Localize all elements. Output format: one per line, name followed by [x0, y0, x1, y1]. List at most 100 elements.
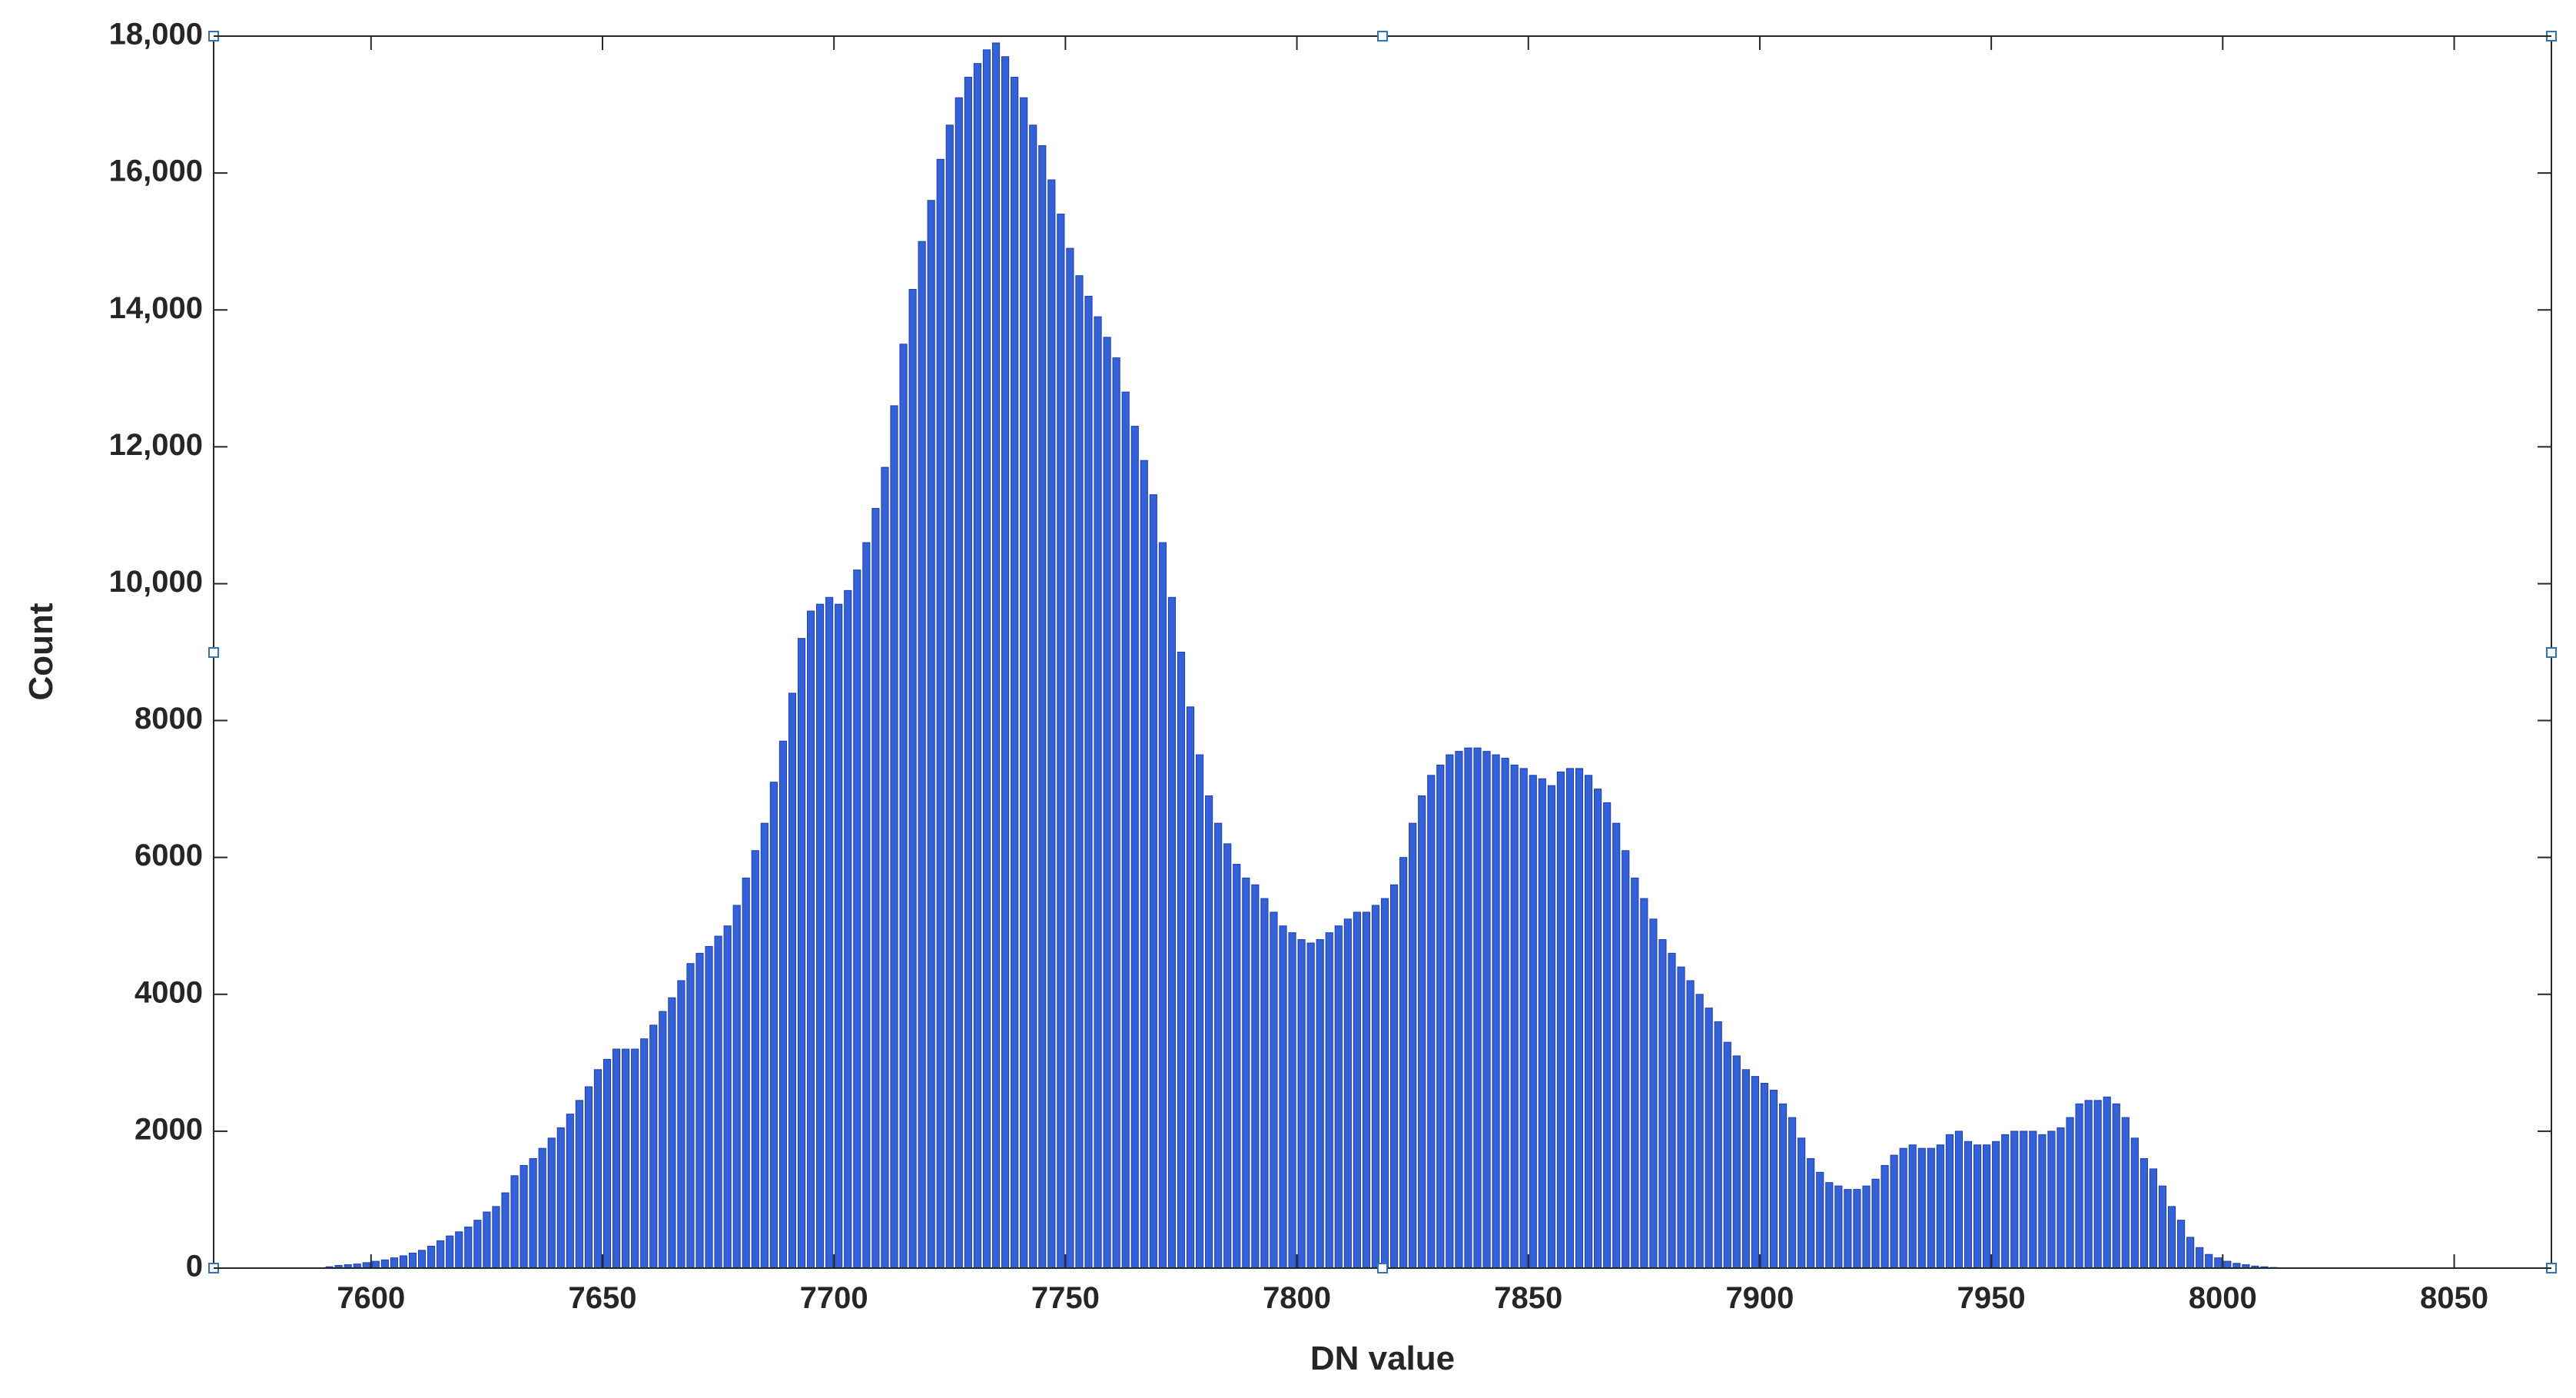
- bar: [1306, 942, 1315, 1269]
- bar: [408, 1252, 417, 1269]
- bar: [649, 1024, 658, 1269]
- bar: [1741, 1069, 1750, 1269]
- bar: [2075, 1103, 2083, 1269]
- bar: [1334, 925, 1343, 1269]
- bar: [2093, 1100, 2102, 1269]
- bar: [1723, 1041, 1731, 1269]
- bar: [417, 1250, 427, 1269]
- bar: [640, 1038, 649, 1269]
- selection-handle: [1377, 1263, 1388, 1273]
- bar: [714, 935, 722, 1269]
- bar: [853, 569, 861, 1269]
- bar: [1954, 1131, 1964, 1269]
- bar: [1195, 754, 1204, 1269]
- bar: [464, 1227, 473, 1269]
- bar: [982, 49, 991, 1269]
- bar: [380, 1259, 389, 1269]
- bar: [2139, 1158, 2148, 1269]
- x-axis-title: DN value: [1310, 1340, 1455, 1377]
- bar: [1927, 1147, 1935, 1269]
- y-tick-label: 0: [186, 1250, 203, 1283]
- bar: [1658, 939, 1667, 1269]
- bar: [1399, 857, 1408, 1269]
- bar: [2223, 1260, 2232, 1269]
- bar: [362, 1262, 370, 1269]
- bar: [835, 603, 843, 1269]
- bar: [510, 1175, 519, 1269]
- bar: [1983, 1144, 1991, 1269]
- bar: [918, 241, 926, 1269]
- plot-area: [325, 42, 2296, 1269]
- x-tick-label: 7650: [569, 1281, 637, 1315]
- bar: [1899, 1147, 1907, 1269]
- bar: [1297, 939, 1306, 1269]
- bar: [2177, 1220, 2186, 1269]
- bar: [1455, 751, 1463, 1269]
- bar: [2029, 1131, 2037, 1269]
- bar: [1936, 1144, 1944, 1269]
- bar: [1834, 1185, 1843, 1269]
- bar: [2103, 1096, 2111, 1269]
- bar: [492, 1206, 500, 1269]
- bar: [1316, 939, 1324, 1269]
- bar: [1510, 764, 1519, 1269]
- bar: [991, 42, 1001, 1269]
- bar: [575, 1100, 583, 1269]
- bar: [1992, 1141, 2000, 1269]
- bar: [1631, 877, 1639, 1269]
- bar: [1446, 754, 1454, 1269]
- bar: [1149, 494, 1157, 1269]
- bar: [732, 905, 741, 1269]
- bar: [1917, 1147, 1926, 1269]
- bar: [1640, 898, 1648, 1269]
- bar: [1464, 747, 1472, 1269]
- bar: [1556, 771, 1565, 1269]
- bar: [1769, 1089, 1778, 1269]
- bar: [1409, 822, 1417, 1269]
- bar: [1186, 706, 1195, 1269]
- bar: [566, 1114, 574, 1269]
- bar: [723, 925, 732, 1269]
- y-tick-label: 2000: [134, 1112, 203, 1146]
- bar: [2205, 1254, 2213, 1269]
- y-tick-label: 18,000: [109, 18, 203, 51]
- selection-handle: [2546, 647, 2557, 658]
- bar: [1668, 952, 1676, 1269]
- bar: [390, 1257, 399, 1269]
- bar: [2149, 1168, 2158, 1269]
- bar: [1223, 843, 1232, 1269]
- bar: [862, 542, 871, 1269]
- bar: [1140, 460, 1148, 1269]
- bar: [816, 603, 825, 1269]
- bar: [1677, 966, 1685, 1269]
- bar: [1695, 994, 1704, 1269]
- y-tick-label: 8000: [134, 702, 203, 736]
- bar: [1279, 925, 1287, 1269]
- y-tick-label: 10,000: [109, 565, 203, 599]
- bar: [760, 822, 768, 1269]
- bar: [556, 1127, 565, 1269]
- bar: [1214, 822, 1223, 1269]
- bar: [797, 638, 806, 1269]
- bar: [371, 1260, 380, 1269]
- bar: [769, 782, 778, 1269]
- bar: [659, 1011, 667, 1269]
- bar: [1529, 775, 1537, 1269]
- x-tick-label: 7700: [800, 1281, 868, 1315]
- bar: [446, 1235, 454, 1269]
- bar: [1343, 918, 1352, 1269]
- bar: [1371, 905, 1380, 1269]
- bar: [1594, 789, 1602, 1269]
- bar: [2010, 1131, 2019, 1269]
- bar: [1205, 795, 1213, 1269]
- bar: [964, 76, 972, 1269]
- bar: [936, 158, 944, 1269]
- bar: [1649, 918, 1658, 1269]
- bar: [1686, 980, 1695, 1269]
- bar: [2167, 1206, 2176, 1269]
- bar: [1233, 864, 1241, 1269]
- bar: [1603, 802, 1612, 1269]
- bar: [1427, 775, 1436, 1269]
